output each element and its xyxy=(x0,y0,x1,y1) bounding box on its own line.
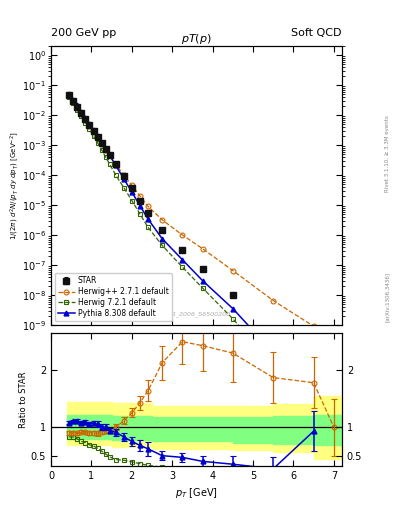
Herwig 7.2.1 default xyxy=(311,394,316,400)
Herwig 7.2.1 default xyxy=(231,316,235,322)
Herwig 7.2.1 default xyxy=(113,172,118,178)
Herwig 7.2.1 default xyxy=(79,113,84,119)
Herwig++ 2.7.1 default xyxy=(67,93,72,99)
Herwig 7.2.1 default xyxy=(71,100,76,106)
Pythia 8.308 default xyxy=(107,153,112,159)
Herwig 7.2.1 default xyxy=(107,161,112,167)
Herwig 7.2.1 default xyxy=(67,94,72,100)
Pythia 8.308 default xyxy=(311,394,316,400)
Herwig++ 2.7.1 default xyxy=(121,172,126,178)
Herwig 7.2.1 default xyxy=(138,211,142,217)
Line: Pythia 8.308 default: Pythia 8.308 default xyxy=(67,91,316,399)
Herwig 7.2.1 default xyxy=(200,285,205,291)
Pythia 8.308 default xyxy=(160,236,165,242)
Herwig 7.2.1 default xyxy=(271,362,275,368)
Herwig++ 2.7.1 default xyxy=(231,267,235,273)
Pythia 8.308 default xyxy=(121,176,126,182)
Herwig++ 2.7.1 default xyxy=(130,182,134,188)
Pythia 8.308 default xyxy=(99,140,104,146)
Herwig 7.2.1 default xyxy=(75,106,80,113)
Herwig 7.2.1 default xyxy=(91,133,96,139)
Herwig++ 2.7.1 default xyxy=(113,161,118,167)
Herwig++ 2.7.1 default xyxy=(79,111,84,117)
Herwig 7.2.1 default xyxy=(121,184,126,190)
Pythia 8.308 default xyxy=(87,121,92,127)
Line: Herwig++ 2.7.1 default: Herwig++ 2.7.1 default xyxy=(67,94,336,348)
Pythia 8.308 default xyxy=(231,306,235,312)
Herwig 7.2.1 default xyxy=(87,126,92,133)
Herwig++ 2.7.1 default xyxy=(138,193,142,199)
Herwig 7.2.1 default xyxy=(331,428,336,434)
Pythia 8.308 default xyxy=(103,146,108,152)
Herwig++ 2.7.1 default xyxy=(91,129,96,135)
Herwig++ 2.7.1 default xyxy=(71,99,76,105)
Y-axis label: Ratio to STAR: Ratio to STAR xyxy=(19,371,28,428)
Herwig 7.2.1 default xyxy=(130,198,134,204)
Pythia 8.308 default xyxy=(75,102,80,109)
Pythia 8.308 default xyxy=(95,133,100,139)
Text: [arXiv:1306.3436]: [arXiv:1306.3436] xyxy=(385,272,390,322)
Pythia 8.308 default xyxy=(130,189,134,195)
Text: Rivet 3.1.10, ≥ 3.3M events: Rivet 3.1.10, ≥ 3.3M events xyxy=(385,115,390,192)
Herwig++ 2.7.1 default xyxy=(107,153,112,159)
Pythia 8.308 default xyxy=(67,91,72,97)
Herwig 7.2.1 default xyxy=(99,146,104,153)
Herwig++ 2.7.1 default xyxy=(331,343,336,349)
Herwig++ 2.7.1 default xyxy=(103,146,108,153)
Herwig++ 2.7.1 default xyxy=(75,105,80,111)
Pythia 8.308 default xyxy=(271,350,275,356)
Pythia 8.308 default xyxy=(200,278,205,284)
Title: $pT(p)$: $pT(p)$ xyxy=(181,32,212,46)
X-axis label: $p_T\ [\mathrm{GeV}]$: $p_T\ [\mathrm{GeV}]$ xyxy=(175,486,218,500)
Herwig++ 2.7.1 default xyxy=(95,135,100,141)
Herwig++ 2.7.1 default xyxy=(146,203,151,209)
Herwig 7.2.1 default xyxy=(146,224,151,230)
Herwig++ 2.7.1 default xyxy=(83,117,88,123)
Pythia 8.308 default xyxy=(91,127,96,133)
Pythia 8.308 default xyxy=(113,162,118,168)
Herwig++ 2.7.1 default xyxy=(99,141,104,147)
Herwig++ 2.7.1 default xyxy=(311,323,316,329)
Herwig 7.2.1 default xyxy=(95,140,100,146)
Y-axis label: $1/(2\pi)\ d^2N/(p_T\ dy\ dp_T)\ [\mathrm{GeV}^{-2}]$: $1/(2\pi)\ d^2N/(p_T\ dy\ dp_T)\ [\mathr… xyxy=(8,131,21,240)
Legend: STAR, Herwig++ 2.7.1 default, Herwig 7.2.1 default, Pythia 8.308 default: STAR, Herwig++ 2.7.1 default, Herwig 7.2… xyxy=(55,273,172,321)
Herwig 7.2.1 default xyxy=(160,242,165,248)
Herwig 7.2.1 default xyxy=(180,264,185,270)
Pythia 8.308 default xyxy=(146,216,151,222)
Text: Soft QCD: Soft QCD xyxy=(292,28,342,38)
Herwig++ 2.7.1 default xyxy=(271,297,275,304)
Pythia 8.308 default xyxy=(180,257,185,263)
Herwig 7.2.1 default xyxy=(103,154,108,160)
Pythia 8.308 default xyxy=(83,115,88,121)
Text: STAR_2006_S6500200: STAR_2006_S6500200 xyxy=(162,311,231,316)
Pythia 8.308 default xyxy=(71,96,76,102)
Text: 200 GeV pp: 200 GeV pp xyxy=(51,28,116,38)
Herwig++ 2.7.1 default xyxy=(87,123,92,129)
Pythia 8.308 default xyxy=(79,109,84,115)
Herwig++ 2.7.1 default xyxy=(180,232,185,238)
Herwig++ 2.7.1 default xyxy=(200,246,205,252)
Herwig 7.2.1 default xyxy=(83,120,88,126)
Line: Herwig 7.2.1 default: Herwig 7.2.1 default xyxy=(67,95,336,433)
Herwig++ 2.7.1 default xyxy=(160,217,165,223)
Pythia 8.308 default xyxy=(138,203,142,209)
